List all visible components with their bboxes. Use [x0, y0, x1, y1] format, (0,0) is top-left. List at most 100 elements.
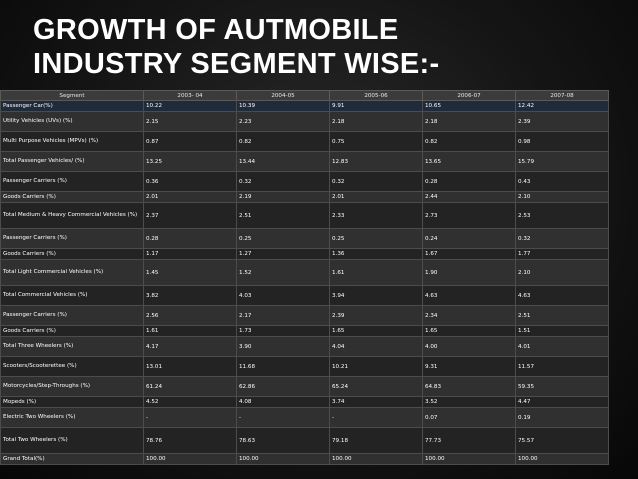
segment-cell: Passenger Carriers (%)	[0, 305, 144, 326]
value-cell: 1.65	[329, 325, 423, 337]
value-cell: 62.86	[236, 376, 330, 397]
table-row: Mopeds (%) 4.52 4.08 3.74 3.52 4.47	[0, 396, 609, 408]
value-cell: 2.10	[515, 191, 609, 203]
segment-cell: Goods Carriers (%)	[0, 191, 144, 203]
value-cell: 2.44	[422, 191, 516, 203]
value-cell: 0.75	[329, 131, 423, 152]
value-cell: 1.27	[236, 248, 330, 260]
table-row: Passenger Carriers (%) 2.56 2.17 2.39 2.34 2.…	[0, 305, 609, 326]
segment-cell: Grand Total(%)	[0, 453, 144, 465]
value-cell: 2.37	[143, 202, 237, 229]
value-cell: 2.15	[143, 111, 237, 132]
value-cell: 61.24	[143, 376, 237, 397]
value-cell: 1.52	[236, 259, 330, 286]
value-cell: 2.01	[329, 191, 423, 203]
value-cell: 100.00	[236, 453, 330, 465]
value-cell: 3.94	[329, 285, 423, 306]
value-cell: 59.35	[515, 376, 609, 397]
value-cell: 15.79	[515, 151, 609, 172]
value-cell: -	[143, 407, 237, 428]
value-cell: 0.98	[515, 131, 609, 152]
value-cell: 12.83	[329, 151, 423, 172]
value-cell: 1.51	[515, 325, 609, 337]
value-cell: 2.19	[236, 191, 330, 203]
value-cell: 3.82	[143, 285, 237, 306]
value-cell: -	[236, 407, 330, 428]
value-cell: 64.83	[422, 376, 516, 397]
value-cell: 1.17	[143, 248, 237, 260]
value-cell: 1.67	[422, 248, 516, 260]
segment-cell: Total Two Wheelers (%)	[0, 427, 144, 454]
value-cell: 13.65	[422, 151, 516, 172]
value-cell: 2.23	[236, 111, 330, 132]
value-cell: 10.65	[422, 100, 516, 112]
table-row: Electric Two Wheelers (%) - - -0.07 0.19	[0, 407, 609, 428]
value-cell: 1.61	[143, 325, 237, 337]
value-cell: 1.73	[236, 325, 330, 337]
value-cell: 9.91	[329, 100, 423, 112]
value-cell: 13.01	[143, 356, 237, 377]
value-cell: 10.39	[236, 100, 330, 112]
value-cell: 1.90	[422, 259, 516, 286]
value-cell: 0.19	[515, 407, 609, 428]
value-cell: 0.43	[515, 171, 609, 192]
value-cell: 100.00	[515, 453, 609, 465]
value-cell: 0.82	[422, 131, 516, 152]
value-cell: 0.36	[143, 171, 237, 192]
table-row: Total Three Wheelers (%) 4.17 3.90 4.04 4.00…	[0, 336, 609, 357]
value-cell: 2.33	[329, 202, 423, 229]
segment-cell: Multi Purpose Vehicles (MPVs) (%)	[0, 131, 144, 152]
value-cell: 2.53	[515, 202, 609, 229]
table-row: Passenger Carriers (%) 0.36 0.32 0.32 0.28 0.…	[0, 171, 609, 192]
value-cell: 2.51	[236, 202, 330, 229]
value-cell: 0.87	[143, 131, 237, 152]
value-cell: 10.21	[329, 356, 423, 377]
segment-cell: Total Commercial Vehicles (%)	[0, 285, 144, 306]
value-cell: 100.00	[329, 453, 423, 465]
value-cell: 1.61	[329, 259, 423, 286]
header-2006-07: 2006-07	[422, 90, 516, 101]
value-cell: 12.42	[515, 100, 609, 112]
segment-cell: Electric Two Wheelers (%)	[0, 407, 144, 428]
header-2007-08: 2007-08	[515, 90, 609, 101]
title-line-1: GROWTH OF AUTMOBILE	[33, 14, 399, 46]
value-cell: 79.18	[329, 427, 423, 454]
value-cell: 78.76	[143, 427, 237, 454]
table-row: Goods Carriers (%) 1.17 1.27 1.36 1.67 1.77	[0, 248, 609, 260]
value-cell: -	[329, 407, 423, 428]
segment-cell: Passenger Carriers (%)	[0, 228, 144, 249]
value-cell: 3.52	[422, 396, 516, 408]
value-cell: 4.47	[515, 396, 609, 408]
table-row: Passenger Carriers (%) 0.28 0.25 0.25 0.24 0.…	[0, 228, 609, 249]
header-2003-04: 2003- 04	[143, 90, 237, 101]
value-cell: 4.52	[143, 396, 237, 408]
value-cell: 1.36	[329, 248, 423, 260]
value-cell: 0.24	[422, 228, 516, 249]
value-cell: 4.00	[422, 336, 516, 357]
value-cell: 0.82	[236, 131, 330, 152]
value-cell: 4.63	[422, 285, 516, 306]
table-row: Total Two Wheelers (%) 78.76 78.63 79.18 77.…	[0, 427, 609, 454]
value-cell: 2.51	[515, 305, 609, 326]
value-cell: 1.65	[422, 325, 516, 337]
segment-cell: Motorcycles/Step-Throughs (%)	[0, 376, 144, 397]
value-cell: 2.39	[329, 305, 423, 326]
value-cell: 2.10	[515, 259, 609, 286]
value-cell: 100.00	[143, 453, 237, 465]
value-cell: 1.45	[143, 259, 237, 286]
value-cell: 0.28	[422, 171, 516, 192]
value-cell: 11.68	[236, 356, 330, 377]
value-cell: 75.57	[515, 427, 609, 454]
value-cell: 2.56	[143, 305, 237, 326]
header-2005-06: 2005-06	[329, 90, 423, 101]
table-row: Total Commercial Vehicles (%) 3.82 4.03 3.9…	[0, 285, 609, 306]
value-cell: 4.01	[515, 336, 609, 357]
value-cell: 0.25	[329, 228, 423, 249]
header-2004-05: 2004-05	[236, 90, 330, 101]
segment-cell: Passenger Car(%)	[0, 100, 144, 112]
segment-cell: Total Passenger Vehicles/ (%)	[0, 151, 144, 172]
segment-cell: Mopeds (%)	[0, 396, 144, 408]
slide-title: GROWTH OF AUTMOBILE INDUSTRY SEGMENT WIS…	[33, 13, 623, 81]
value-cell: 2.34	[422, 305, 516, 326]
table-row: Motorcycles/Step-Throughs (%) 61.24 62.86 6…	[0, 376, 609, 397]
